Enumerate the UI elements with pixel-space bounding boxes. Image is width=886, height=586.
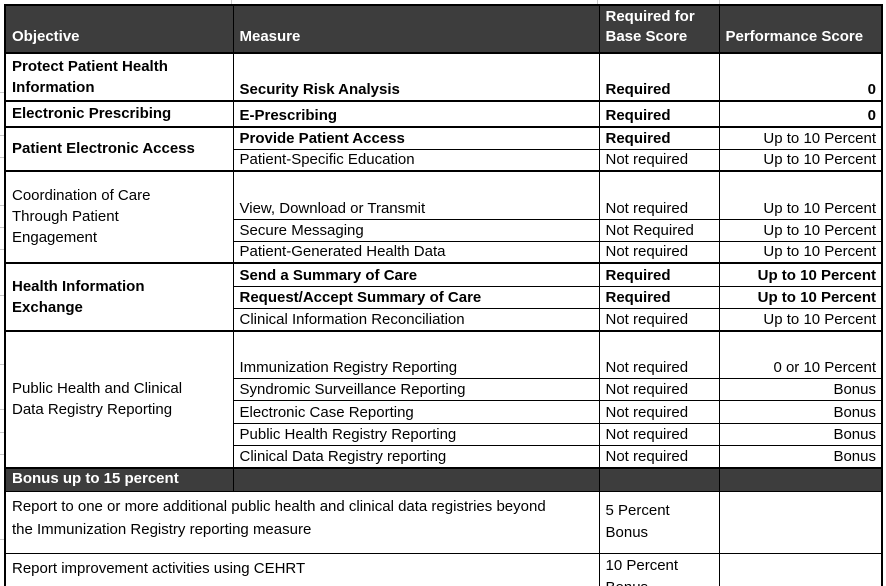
performance-cell: Bonus [718, 399, 883, 424]
gridline-stub [0, 135, 4, 136]
performance-cell: Up to 10 Percent [718, 240, 883, 264]
performance-cell: Up to 10 Percent [718, 262, 883, 287]
gridline-stub [0, 249, 4, 250]
table-row: Request/Accept Summary of Care Required … [5, 285, 883, 309]
required-cell: Required [598, 262, 720, 287]
performance-cell: Up to 10 Percent [718, 170, 883, 220]
required-cell: Not required [598, 377, 720, 401]
scoring-table: Objective Measure Required for Base Scor… [4, 4, 883, 586]
required-cell: Not Required [598, 218, 720, 242]
gridline-stub [0, 454, 4, 455]
required-cell: Not required [598, 422, 720, 446]
table-row: Health Information Exchange Send a Summa… [4, 262, 883, 332]
objective-cell: Patient Electronic Access [4, 126, 234, 172]
measure-cell: Provide Patient Access [232, 126, 600, 150]
required-cell: Required [598, 100, 720, 128]
gridline-stub [719, 0, 720, 4]
column-header-measure: Measure [232, 4, 600, 54]
required-cell: Not required [598, 307, 720, 332]
table-row: Electronic Case Reporting Not required B… [5, 399, 883, 424]
required-cell: Required [598, 52, 720, 102]
measure-cell: Security Risk Analysis [232, 52, 600, 102]
required-cell: Not required [598, 444, 720, 469]
measure-cell: Public Health Registry Reporting [232, 422, 600, 446]
bonus-empty-cell [718, 490, 883, 554]
measure-cell: Syndromic Surveillance Reporting [232, 377, 600, 401]
performance-cell: 0 or 10 Percent [718, 330, 883, 379]
bonus-value-cell: 10 Percent Bonus [598, 552, 720, 586]
column-header-objective: Objective [4, 4, 234, 54]
performance-cell: Up to 10 Percent [718, 285, 883, 309]
objective-cell: Electronic Prescribing [4, 100, 234, 128]
performance-cell: Bonus [718, 377, 883, 401]
performance-cell: Bonus [718, 444, 883, 469]
bonus-value-cell: 5 Percent Bonus [598, 490, 720, 554]
objective-cell: Protect Patient Health Information [4, 52, 234, 102]
table-row: Public Health Registry Reporting Not req… [5, 422, 883, 446]
objective-cell: Health Information Exchange [4, 262, 234, 332]
bonus-description-cell: Report to one or more additional public … [4, 490, 600, 554]
table-row: Electronic Prescribing E-Prescribing Req… [4, 100, 883, 128]
required-cell: Not required [598, 330, 720, 379]
gridline-stub [0, 364, 4, 365]
required-cell: Not required [598, 399, 720, 424]
measure-cell: View, Download or Transmit [232, 170, 600, 220]
gridline-stub [597, 0, 598, 4]
required-cell: Not required [598, 148, 720, 172]
bonus-row: Report improvement activities using CEHR… [4, 552, 883, 586]
measure-cell: Electronic Case Reporting [232, 399, 600, 424]
table-row: Coordination of Care Through Patient Eng… [4, 170, 883, 264]
table-row: Public Health and Clinical Data Registry… [4, 330, 883, 469]
bonus-header-spacer [718, 467, 883, 492]
gridline-stub [0, 157, 4, 158]
bonus-section-header-row: Bonus up to 15 percent [4, 467, 883, 492]
required-cell: Required [598, 285, 720, 309]
table-header-row: Objective Measure Required for Base Scor… [4, 4, 883, 54]
bonus-description-cell: Report improvement activities using CEHR… [4, 552, 600, 586]
required-cell: Required [598, 126, 720, 150]
measure-cell: Clinical Data Registry reporting [232, 444, 600, 469]
measure-cell: Clinical Information Reconciliation [232, 307, 600, 332]
performance-cell: Bonus [718, 422, 883, 446]
performance-cell: Up to 10 Percent [718, 218, 883, 242]
bonus-header-spacer [232, 467, 600, 492]
gridline-stub [0, 432, 4, 433]
objective-cell: Coordination of Care Through Patient Eng… [4, 170, 234, 264]
performance-cell: 0 [718, 52, 883, 102]
table-row: Patient-Generated Health Data Not requir… [5, 240, 883, 264]
gridline-stub [0, 295, 4, 296]
bonus-section-title: Bonus up to 15 percent [4, 467, 234, 492]
bonus-empty-cell [718, 552, 883, 586]
measure-cell: Immunization Registry Reporting [232, 330, 600, 379]
performance-cell: Up to 10 Percent [718, 148, 883, 172]
gridline-stub [0, 539, 4, 540]
gridline-stub [0, 92, 4, 93]
table-row: Syndromic Surveillance Reporting Not req… [5, 377, 883, 401]
measure-cell: Request/Accept Summary of Care [232, 285, 600, 309]
column-header-required-for-base-score: Required for Base Score [598, 4, 720, 54]
performance-cell: Up to 10 Percent [718, 126, 883, 150]
table-row: Patient-Specific Education Not required … [5, 148, 883, 172]
required-cell: Not required [598, 170, 720, 220]
measure-cell: Patient-Generated Health Data [232, 240, 600, 264]
column-header-performance-score: Performance Score [718, 4, 883, 54]
table-row: Patient Electronic Access Provide Patien… [4, 126, 883, 172]
measure-cell: E-Prescribing [232, 100, 600, 128]
measure-cell: Send a Summary of Care [232, 262, 600, 287]
performance-cell: Up to 10 Percent [718, 307, 883, 332]
gridline-stub [0, 227, 4, 228]
objective-cell: Public Health and Clinical Data Registry… [4, 330, 234, 469]
required-cell: Not required [598, 240, 720, 264]
table-row: Protect Patient Health Information Secur… [4, 52, 883, 102]
measure-cell: Secure Messaging [232, 218, 600, 242]
bonus-row: Report to one or more additional public … [4, 490, 883, 554]
gridline-stub [0, 409, 4, 410]
performance-cell: 0 [718, 100, 883, 128]
measure-cell: Patient-Specific Education [232, 148, 600, 172]
table-row: Clinical Information Reconciliation Not … [5, 307, 883, 332]
bonus-header-spacer [598, 467, 720, 492]
gridline-stub [0, 205, 4, 206]
gridline-stub [231, 0, 232, 4]
